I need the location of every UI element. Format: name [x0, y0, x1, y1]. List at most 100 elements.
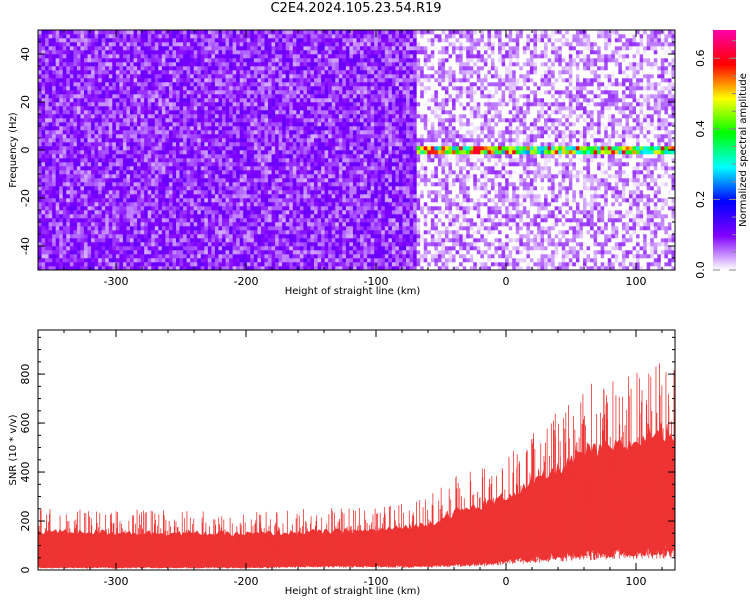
- heatmap-cell: [98, 138, 102, 143]
- heatmap-cell: [66, 122, 71, 127]
- heatmap-cell: [282, 154, 287, 159]
- heatmap-cell: [69, 162, 74, 167]
- heatmap-cell: [73, 70, 78, 75]
- heatmap-cell: [84, 110, 88, 115]
- heatmap-cell: [122, 46, 127, 51]
- heatmap-cell: [222, 34, 226, 39]
- heatmap-cell: [214, 254, 219, 259]
- heatmap-cell: [158, 254, 163, 259]
- heatmap-cell: [161, 266, 166, 270]
- heatmap-cell: [101, 86, 106, 91]
- heatmap-cell: [264, 102, 269, 107]
- heatmap-cell: [296, 162, 301, 167]
- heatmap-cell: [140, 266, 145, 270]
- heatmap-cell: [115, 198, 120, 203]
- heatmap-cell: [303, 226, 308, 231]
- heatmap-cell: [165, 142, 170, 147]
- heatmap-cell: [299, 50, 304, 55]
- heatmap-cell: [158, 146, 163, 151]
- heatmap-cell: [172, 86, 177, 91]
- heatmap-cell: [257, 82, 262, 87]
- heatmap-cell: [197, 70, 202, 75]
- heatmap-cell: [289, 134, 294, 139]
- heatmap-cell: [271, 242, 276, 247]
- heatmap-cell: [105, 182, 110, 187]
- heatmap-cell: [98, 186, 102, 191]
- heatmap-cell: [101, 146, 106, 151]
- heatmap-cell: [257, 210, 262, 215]
- heatmap-cell: [271, 134, 276, 139]
- heatmap-cell: [168, 122, 173, 127]
- heatmap-cell: [278, 118, 283, 123]
- heatmap-cell: [91, 226, 95, 231]
- heatmap-cell: [296, 262, 301, 267]
- heatmap-cell: [84, 186, 88, 191]
- heatmap-cell: [91, 198, 95, 203]
- heatmap-cell: [76, 126, 81, 131]
- heatmap-cell: [130, 122, 134, 127]
- heatmap-cell: [296, 126, 301, 131]
- heatmap-cell: [183, 158, 187, 163]
- heatmap-cell: [253, 246, 258, 251]
- heatmap-cell: [292, 54, 297, 59]
- heatmap-cell: [306, 114, 311, 119]
- heatmap-cell: [186, 50, 191, 55]
- heatmap-cell: [211, 98, 216, 103]
- heatmap-cell: [204, 110, 209, 115]
- heatmap-cell: [214, 174, 219, 179]
- heatmap-cell: [278, 234, 283, 239]
- heatmap-cell: [137, 138, 141, 143]
- heatmap-cell: [321, 146, 325, 151]
- heatmap-cell: [165, 94, 170, 99]
- heatmap-cell: [140, 158, 145, 163]
- heatmap-cell: [80, 34, 85, 39]
- heatmap-cell: [328, 214, 333, 219]
- heatmap-cell: [101, 134, 106, 139]
- heatmap-cell: [253, 166, 258, 171]
- heatmap-cell: [115, 162, 120, 167]
- heatmap-cell: [236, 82, 241, 87]
- heatmap-cell: [73, 50, 78, 55]
- heatmap-cell: [275, 222, 279, 227]
- heatmap-cell: [282, 202, 287, 207]
- heatmap-cell: [176, 242, 180, 247]
- heatmap-cell: [130, 74, 134, 79]
- heatmap-cell: [317, 46, 322, 51]
- heatmap-cell: [137, 246, 141, 251]
- heatmap-cell: [66, 226, 71, 231]
- heatmap-cell: [144, 162, 149, 167]
- heatmap-cell: [243, 82, 248, 87]
- heatmap-cell: [108, 130, 113, 135]
- heatmap-cell: [232, 182, 237, 187]
- heatmap-cell: [76, 194, 81, 199]
- heatmap-cell: [151, 58, 156, 63]
- heatmap-cell: [246, 38, 251, 43]
- heatmap-cell: [232, 190, 237, 195]
- heatmap-cell: [183, 250, 187, 255]
- heatmap-cell: [94, 174, 99, 179]
- heatmap-cell: [73, 266, 78, 270]
- heatmap-cell: [66, 170, 71, 175]
- heatmap-cell: [48, 242, 53, 247]
- heatmap-cell: [84, 150, 88, 155]
- heatmap-cell: [183, 54, 187, 59]
- heatmap-cell: [41, 230, 46, 235]
- heatmap-cell: [275, 38, 279, 43]
- heatmap-cell: [292, 154, 297, 159]
- heatmap-cell: [84, 234, 88, 239]
- heatmap-cell: [87, 78, 92, 83]
- heatmap-cell: [73, 238, 78, 243]
- heatmap-cell: [130, 174, 134, 179]
- heatmap-cell: [250, 146, 255, 151]
- heatmap-cell: [133, 214, 138, 219]
- heatmap-cell: [292, 190, 297, 195]
- heatmap-cell: [52, 114, 56, 119]
- heatmap-cell: [271, 182, 276, 187]
- heatmap-cell: [179, 94, 184, 99]
- heatmap-cell: [165, 234, 170, 239]
- heatmap-cell: [108, 126, 113, 131]
- heatmap-cell: [165, 202, 170, 207]
- heatmap-cell: [45, 174, 49, 179]
- heatmap-cell: [200, 150, 205, 155]
- heatmap-cell: [80, 90, 85, 95]
